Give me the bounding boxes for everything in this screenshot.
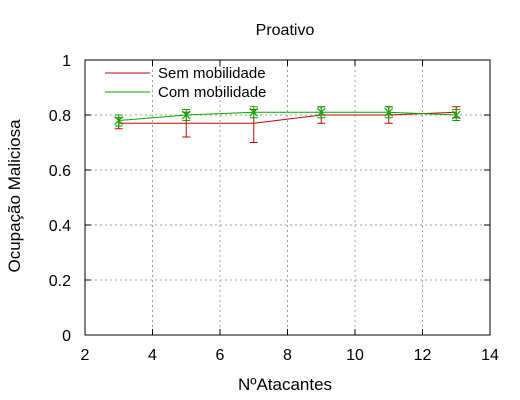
legend-label-1: Com mobilidade bbox=[158, 84, 266, 101]
x-tick-label: 14 bbox=[481, 347, 499, 364]
series-line bbox=[118, 111, 457, 124]
y-axis-label: Ocupação Maliciosa bbox=[5, 119, 24, 273]
data-point-marker bbox=[249, 107, 259, 117]
y-tick-label: 0.6 bbox=[49, 163, 71, 180]
data-point-marker bbox=[384, 107, 394, 117]
y-tick-label: 0.4 bbox=[49, 218, 71, 235]
ticks: 2 4 6 8 10 12 14 0 0.2 0.4 0.6 0.8 1 bbox=[49, 53, 499, 364]
legend: Sem mobilidade Com mobilidade bbox=[105, 65, 266, 101]
chart-title: Proativo bbox=[256, 22, 315, 39]
x-tick-label: 8 bbox=[283, 347, 292, 364]
y-tick-label: 1 bbox=[62, 53, 71, 70]
data-point-marker bbox=[451, 110, 461, 120]
y-tick-label: 0.2 bbox=[49, 273, 71, 290]
series bbox=[114, 106, 461, 143]
data-point-marker bbox=[181, 110, 191, 120]
legend-label-0: Sem mobilidade bbox=[158, 65, 266, 82]
x-tick-label: 12 bbox=[414, 347, 432, 364]
y-tick-label: 0 bbox=[62, 328, 71, 345]
series-1 bbox=[114, 106, 461, 127]
x-axis-label: NºAtacantes bbox=[238, 375, 332, 394]
x-tick-label: 4 bbox=[148, 347, 157, 364]
data-point-marker bbox=[114, 116, 124, 125]
data-point-marker bbox=[316, 107, 326, 117]
y-tick-label: 0.8 bbox=[49, 108, 71, 125]
x-tick-label: 6 bbox=[216, 347, 225, 364]
series-line bbox=[118, 111, 457, 121]
grid bbox=[85, 60, 490, 335]
x-tick-label: 10 bbox=[346, 347, 364, 364]
x-tick-label: 2 bbox=[81, 347, 90, 364]
